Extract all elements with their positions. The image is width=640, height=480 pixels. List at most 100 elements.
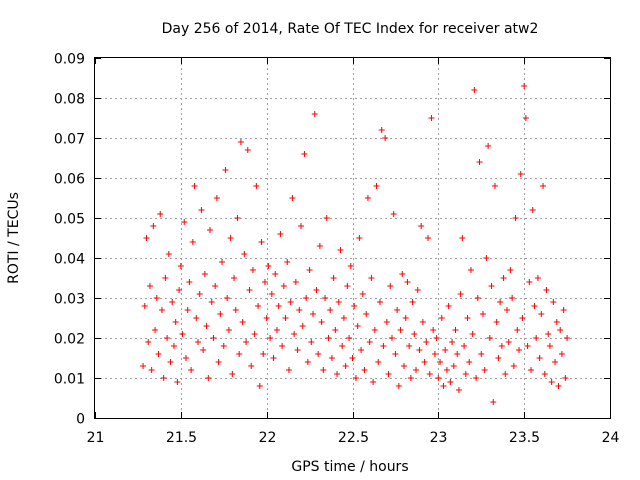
data-point	[316, 243, 323, 249]
data-point	[467, 267, 474, 273]
data-point	[304, 359, 311, 365]
data-point	[558, 351, 565, 357]
data-point	[193, 315, 200, 321]
plot-frame	[94, 57, 611, 419]
data-point	[248, 363, 255, 369]
data-point	[505, 339, 512, 345]
data-point	[461, 343, 468, 349]
data-point	[491, 183, 498, 189]
data-point	[483, 255, 490, 261]
x-tick-label: 21	[87, 430, 105, 446]
data-point	[141, 303, 148, 309]
data-point	[457, 291, 464, 297]
data-point	[148, 367, 155, 373]
data-point	[208, 299, 215, 305]
data-point	[282, 315, 289, 321]
data-point	[152, 327, 159, 333]
data-point	[164, 335, 171, 341]
data-point	[143, 235, 150, 241]
data-point	[157, 211, 164, 217]
data-point	[562, 375, 569, 381]
y-axis-label: ROTI / TECUs	[6, 192, 22, 284]
data-point	[344, 283, 351, 289]
data-point	[327, 307, 334, 313]
data-point	[529, 207, 536, 213]
data-point	[466, 359, 473, 365]
data-point	[272, 271, 279, 277]
data-point	[383, 319, 390, 325]
data-point	[140, 363, 147, 369]
data-point	[340, 315, 347, 321]
data-point	[371, 327, 378, 333]
data-point	[330, 275, 337, 281]
y-tick-label: 0	[76, 412, 85, 428]
data-point	[205, 375, 212, 381]
x-tick-label: 23	[430, 430, 448, 446]
data-point	[534, 275, 541, 281]
data-point	[220, 343, 227, 349]
data-point	[358, 347, 365, 353]
data-point	[273, 327, 280, 333]
data-point	[509, 295, 516, 301]
data-point	[258, 239, 265, 245]
data-point	[186, 279, 193, 285]
data-point	[196, 291, 203, 297]
data-point	[213, 195, 220, 201]
data-point	[490, 399, 497, 405]
data-point	[201, 271, 208, 277]
data-point	[411, 331, 418, 337]
data-point	[546, 343, 553, 349]
data-point	[402, 315, 409, 321]
data-point	[287, 299, 294, 305]
data-point	[401, 363, 407, 369]
data-point	[564, 335, 571, 341]
data-point	[545, 331, 552, 337]
data-point	[315, 351, 322, 357]
data-point	[552, 359, 559, 365]
data-point	[395, 383, 402, 389]
data-point	[399, 271, 406, 277]
data-point	[176, 287, 183, 293]
data-point	[450, 363, 457, 369]
data-point	[462, 371, 469, 377]
data-point	[507, 267, 514, 273]
data-point	[548, 379, 555, 385]
data-point	[454, 351, 461, 357]
data-point	[306, 267, 313, 273]
data-point	[553, 319, 560, 325]
data-point	[200, 347, 207, 353]
data-point	[528, 367, 535, 373]
data-point	[267, 335, 274, 341]
data-point	[540, 183, 547, 189]
data-point	[296, 307, 303, 313]
data-point	[352, 375, 359, 381]
data-point	[413, 367, 420, 373]
y-tick-label: 0.07	[54, 132, 85, 148]
data-point	[198, 207, 205, 213]
data-point	[263, 315, 270, 321]
data-point	[521, 83, 528, 89]
data-point	[320, 367, 327, 373]
data-point	[471, 87, 478, 93]
data-point	[243, 339, 250, 345]
data-point	[447, 379, 454, 385]
x-tick-label: 22.5	[338, 430, 369, 446]
x-tick-label: 24	[602, 430, 620, 446]
data-point	[170, 343, 177, 349]
data-point	[500, 275, 507, 281]
data-point	[397, 327, 404, 333]
data-point	[442, 347, 449, 353]
data-point	[325, 335, 332, 341]
data-point	[560, 307, 567, 313]
data-point	[555, 383, 562, 389]
data-point	[363, 311, 370, 317]
data-point	[165, 251, 172, 257]
data-point	[251, 331, 258, 337]
data-point	[502, 371, 509, 377]
data-point	[150, 223, 157, 229]
data-point	[464, 315, 471, 321]
data-point	[493, 319, 500, 325]
data-point	[232, 307, 239, 313]
data-point	[351, 303, 358, 309]
y-tick-label: 0.08	[54, 92, 85, 108]
